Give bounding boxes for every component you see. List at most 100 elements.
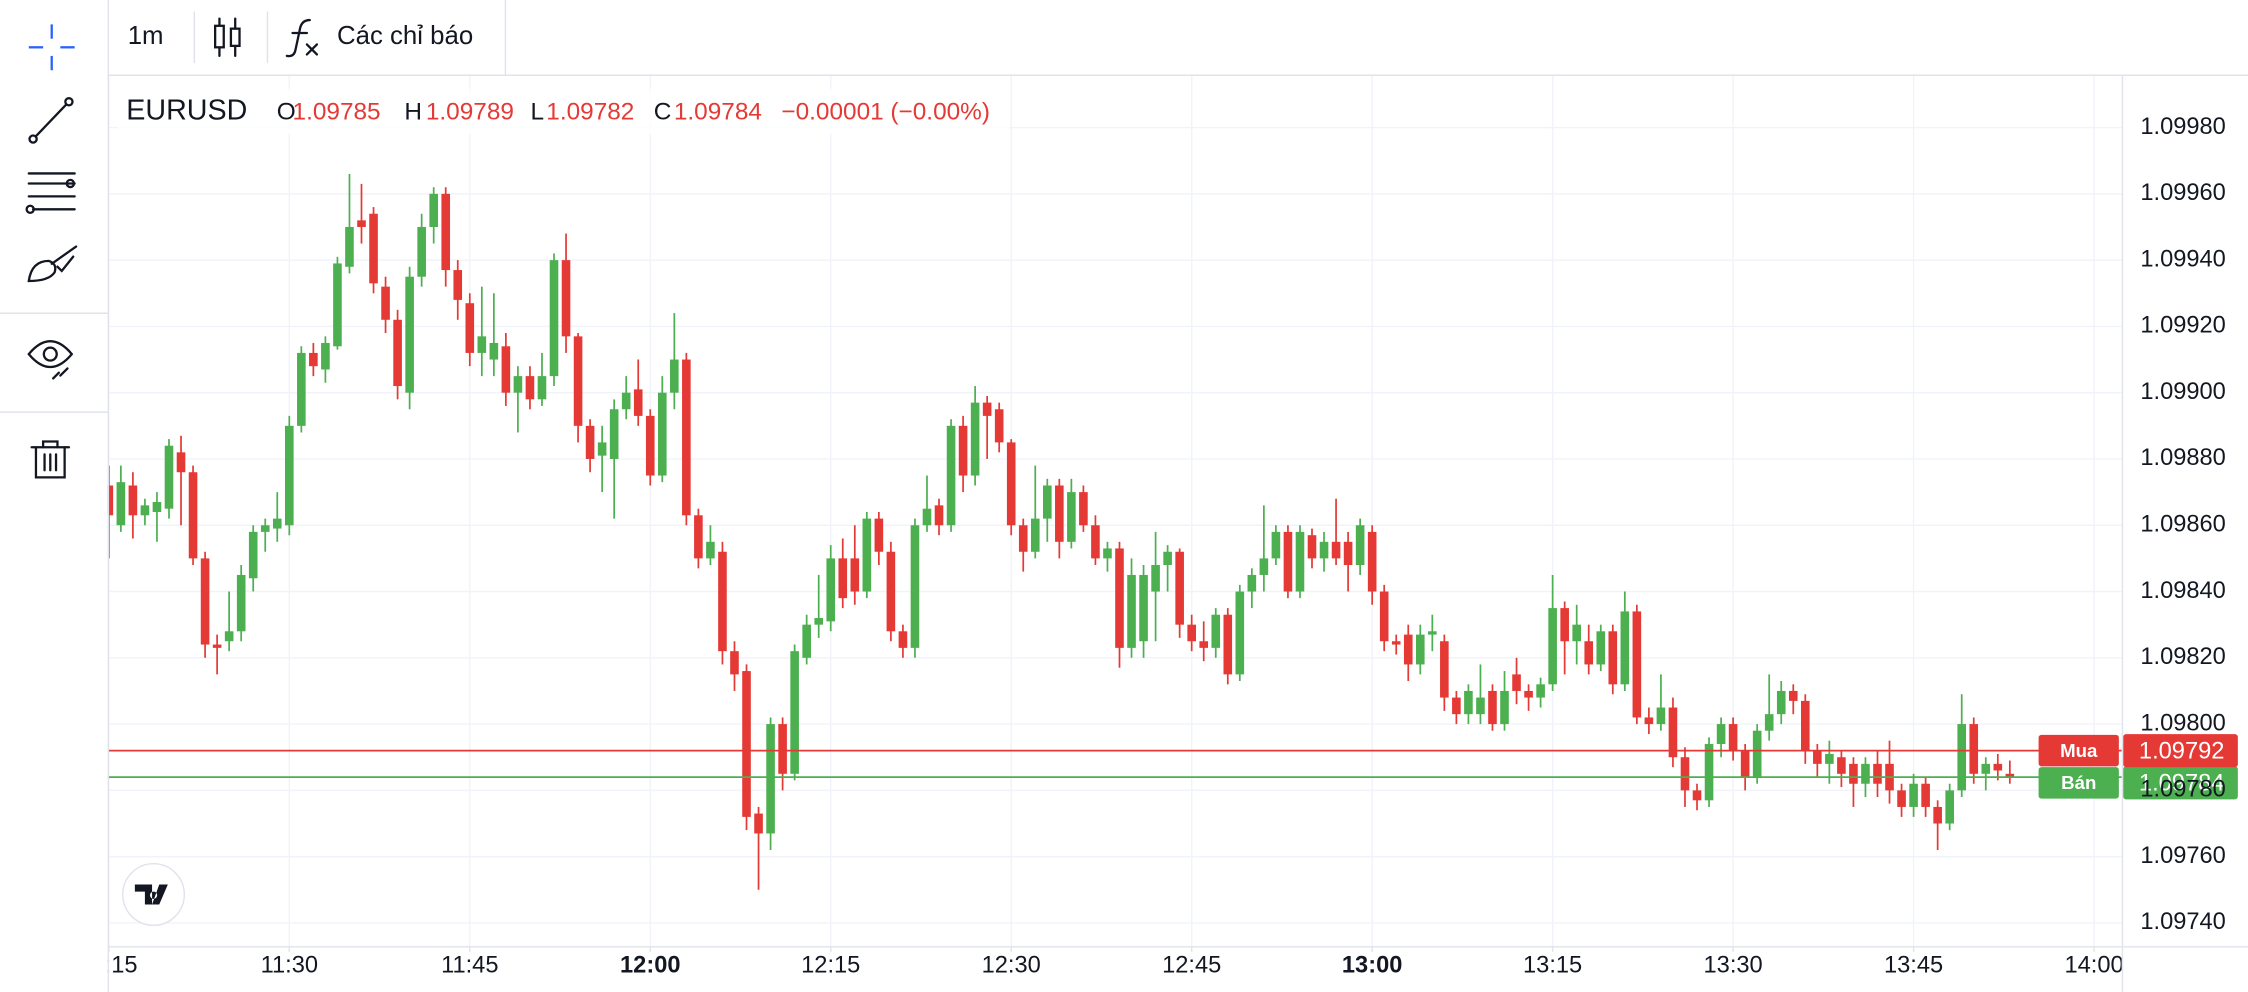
candle-body [898,631,908,648]
x-tick-label: 12:30 [982,952,1041,978]
candle-body [513,376,523,393]
candle-body [597,442,607,456]
candle-body [1355,525,1365,566]
o-value: 1.09785 [293,99,381,126]
indicators-button[interactable]: Các chỉ báo [337,22,473,50]
candle-body [107,485,114,516]
y-tick-label: 1.09820 [2140,644,2225,670]
candle-body [188,472,198,559]
candle-body [1199,641,1209,648]
candle-body [369,213,378,284]
candle-body [958,425,968,476]
candle-body [1030,518,1040,552]
candle-body [1608,631,1618,685]
x-tick-label: 11:30 [261,952,318,978]
delete-tool[interactable] [30,440,71,479]
candle-body [994,409,1004,443]
candle-body [1091,525,1100,559]
candle-body [886,551,896,632]
candle-body [742,671,751,817]
candle-body [1692,790,1702,801]
indicators-icon[interactable] [285,18,319,58]
o-label: O [277,99,296,126]
fib-tool[interactable] [25,172,76,215]
candle-body [1488,690,1497,725]
candle-body [682,359,691,516]
grid [107,74,2122,947]
x-tick-label: 13:15 [1523,952,1582,978]
candle-body [1043,485,1052,519]
candle-body [1764,714,1774,731]
candle-body [1343,541,1353,566]
y-tick-label: 1.09920 [2140,313,2225,339]
candle-body [357,220,366,227]
candle-body [573,336,583,426]
candle-body [236,574,246,632]
candle-body [862,518,872,592]
crosshair-tool[interactable] [28,24,75,71]
symbol: EURUSD [126,94,247,126]
candle-body [1921,783,1930,807]
candle-body [260,525,270,532]
candle-body [1897,790,1906,807]
x-tick-label: 12:15 [801,952,860,978]
toolbar-bg [107,0,2248,75]
candle-body [417,226,426,277]
candle-body [272,518,282,529]
interval-button[interactable]: 1m [128,22,164,50]
price-tag-value: 1.09784 [2139,771,2224,797]
candle-body [405,276,414,393]
candle-body [1584,641,1594,665]
candle-body [1788,690,1798,701]
brush-tool[interactable] [27,245,78,283]
candle-body [1861,763,1870,784]
candle-body [645,415,655,476]
candle-body [1981,763,1991,774]
x-tick-label: 14:00 [2064,952,2123,978]
y-tick-label: 1.09740 [2140,909,2225,935]
legend: EURUSD O 1.09785 H 1.09789 L 1.09782 C 1… [117,88,1010,135]
c-value: 1.09784 [674,99,762,126]
candle-body [910,525,920,648]
candle-body [1067,492,1076,542]
candle-body [164,445,174,509]
candle-body [1957,724,1967,791]
candle-body [1379,591,1389,642]
candle-body [766,724,775,834]
candle-body [802,624,811,658]
candle-body [152,502,162,512]
candle-body [1103,548,1112,559]
candle-body [670,359,679,393]
logo[interactable] [121,862,186,927]
x-tick-label: 13:00 [1342,952,1402,978]
candle-body [1259,558,1269,575]
candle-body [248,531,258,579]
candle-body [1837,757,1846,774]
candle-body [621,392,631,410]
candle-body [116,482,126,526]
candle-body [200,558,210,645]
trend-line-tool[interactable] [28,97,74,144]
candle-body [489,342,499,360]
candle-body [754,813,763,834]
visibility-tool[interactable] [27,340,74,380]
candle-body [1115,548,1124,648]
candle-body [1752,730,1762,778]
candle-body [465,303,475,353]
candle-body [1933,806,1942,824]
time-axis: 11:15 11:30 11:45 12:00 12:15 12:30 12:45 13:00… [108,946,2123,978]
candle-body [585,425,595,459]
candle-body [826,558,836,622]
candle-body [1813,750,1822,764]
candle-body [1596,631,1606,665]
chart-type-button[interactable] [213,17,241,58]
price-axis: 1.09740 1.09760 1.09780 1.09800 1.09820 1.098… [2140,114,2225,935]
l-label: L [531,99,545,126]
candle-body [814,618,824,625]
candle-body [1235,591,1245,675]
candle-body [140,505,150,516]
candle-body [718,551,727,652]
